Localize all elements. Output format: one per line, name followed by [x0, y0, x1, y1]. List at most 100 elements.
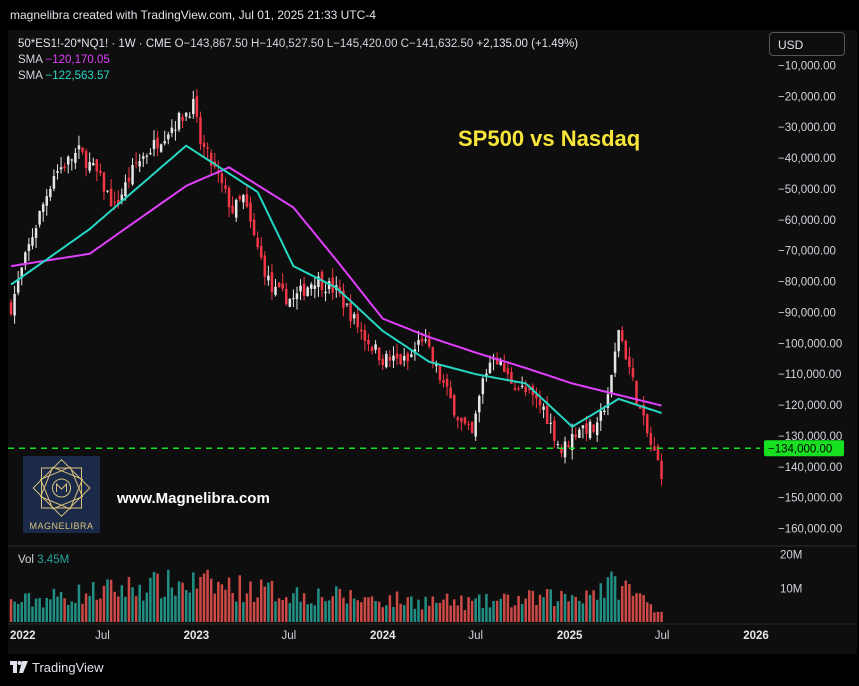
- ohlc-row: 50*ES1!-20*NQ1! · 1W · CME O−143,867.50 …: [18, 36, 578, 52]
- price-axis-label: −10,000.00: [778, 60, 836, 72]
- volume-bar: [503, 593, 506, 622]
- volume-bar: [217, 581, 220, 622]
- volume-bar: [556, 601, 560, 622]
- volume-bar: [631, 595, 635, 622]
- symbol-label[interactable]: 50*ES1!-20*NQ1! · 1W · CME: [18, 38, 172, 50]
- volume-bar: [131, 587, 134, 622]
- volume-bar: [163, 596, 166, 622]
- candle: [116, 199, 120, 205]
- candle: [578, 429, 581, 438]
- candle: [52, 176, 56, 189]
- candle: [588, 421, 592, 439]
- volume-bar: [277, 598, 281, 622]
- volume-bar: [506, 594, 510, 622]
- volume-bar: [116, 596, 120, 622]
- price-axis-label: −30,000.00: [778, 122, 836, 134]
- candle: [570, 434, 574, 451]
- sma-slow-row[interactable]: SMA −120,170.05: [18, 52, 578, 68]
- currency-button[interactable]: USD: [769, 32, 845, 56]
- volume-value: 3.45M: [37, 554, 70, 566]
- series-legend: 50*ES1!-20*NQ1! · 1W · CME O−143,867.50 …: [18, 36, 578, 84]
- volume-bar: [477, 594, 481, 622]
- volume-bar: [106, 579, 109, 622]
- candle: [435, 363, 438, 366]
- logo-emblem-icon: [32, 459, 91, 517]
- volume-bar: [342, 597, 345, 622]
- price-axis-label: −20,000.00: [778, 91, 836, 103]
- volume-bar: [170, 587, 174, 622]
- volume-bar: [84, 593, 88, 622]
- candle: [595, 422, 599, 436]
- price-axis-label: −160,000.00: [778, 524, 842, 536]
- volume-bar: [370, 596, 374, 622]
- candle: [510, 372, 513, 384]
- candle: [506, 368, 510, 374]
- volume-bar: [388, 595, 392, 622]
- candle: [70, 159, 74, 161]
- time-axis-label: 2026: [743, 630, 769, 642]
- volume-bar: [284, 597, 288, 622]
- candle: [653, 446, 656, 451]
- candle: [638, 406, 642, 409]
- volume-bar: [424, 596, 427, 622]
- volume-bar: [45, 597, 49, 622]
- volume-bar: [145, 592, 149, 622]
- volume-bar: [13, 601, 16, 622]
- time-axis-label: 2023: [184, 630, 210, 642]
- candle: [463, 417, 467, 424]
- volume-bar: [159, 598, 163, 622]
- candle: [345, 303, 349, 305]
- volume-bar: [74, 602, 77, 622]
- volume-bar: [617, 599, 620, 622]
- chart-caption: magnelibra created with TradingView.com,…: [10, 8, 376, 22]
- change-value: +2,135.00 (+1.49%): [476, 38, 579, 50]
- chart-svg[interactable]: −10,000.00 −20,000.00 −30,000.00 −40,000.00…: [8, 30, 857, 654]
- candle: [538, 399, 542, 406]
- volume-bar: [167, 569, 170, 622]
- volume-bar: [70, 601, 74, 622]
- candle: [16, 279, 20, 293]
- volume-bar: [467, 597, 470, 622]
- volume-bar: [274, 601, 277, 622]
- volume-bar: [413, 608, 417, 622]
- volume-bar: [245, 593, 249, 622]
- candle: [152, 139, 156, 150]
- volume-bar: [199, 576, 202, 622]
- candle: [456, 417, 460, 421]
- sma-fast-row[interactable]: SMA −122,563.57: [18, 68, 578, 84]
- chart-area[interactable]: −10,000.00 −20,000.00 −30,000.00 −40,000.00…: [8, 30, 857, 654]
- volume-bar: [470, 600, 474, 622]
- volume-legend[interactable]: Vol 3.45M: [18, 554, 69, 566]
- sma-fast-label: SMA: [18, 70, 43, 82]
- volume-bar: [206, 569, 209, 622]
- volume-axis-label: 20M: [780, 550, 802, 562]
- candle: [460, 417, 463, 422]
- candle: [470, 421, 474, 433]
- volume-bar: [192, 572, 195, 622]
- candle: [45, 196, 49, 206]
- candle: [95, 159, 99, 172]
- volume-bar: [653, 612, 656, 622]
- candle: [635, 381, 638, 405]
- volume-bar: [249, 581, 252, 622]
- price-axis-label: −110,000.00: [778, 369, 841, 381]
- candle: [149, 152, 152, 155]
- volume-bar: [356, 600, 359, 622]
- volume-bar: [234, 601, 238, 622]
- sma-fast-line: [10, 144, 662, 428]
- candle: [131, 164, 134, 185]
- volume-bar: [142, 600, 145, 622]
- price-axis-label: −80,000.00: [778, 277, 836, 289]
- volume-bar: [635, 593, 638, 622]
- tradingview-logo-icon: [10, 661, 28, 673]
- volume-bar: [638, 593, 642, 622]
- volume-bar: [481, 607, 485, 622]
- candle: [317, 276, 320, 288]
- candle: [66, 156, 70, 165]
- candle: [520, 385, 524, 388]
- volume-bar: [377, 601, 381, 622]
- volume-bar: [224, 589, 227, 622]
- volume-bar: [95, 599, 99, 622]
- candle: [234, 199, 238, 218]
- tradingview-brand[interactable]: TradingView: [10, 660, 104, 675]
